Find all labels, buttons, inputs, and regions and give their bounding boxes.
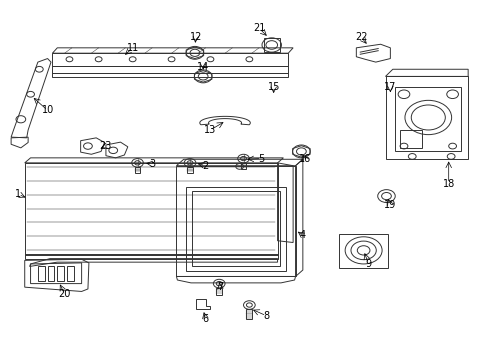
Text: 7: 7 [217,282,223,292]
Text: 8: 8 [263,311,269,321]
Text: 21: 21 [252,23,264,33]
Text: 16: 16 [299,154,311,163]
Text: 20: 20 [58,289,71,299]
Text: 4: 4 [299,230,305,240]
Text: 23: 23 [100,141,112,151]
Text: 17: 17 [384,82,396,92]
Text: 3: 3 [149,159,155,169]
Text: 11: 11 [126,43,139,53]
Text: 15: 15 [267,82,279,92]
Text: 22: 22 [354,32,366,42]
Text: 14: 14 [197,63,209,72]
Text: 2: 2 [202,161,208,171]
Text: 5: 5 [258,154,264,163]
Text: 19: 19 [384,200,396,210]
Text: 6: 6 [202,314,208,324]
Text: 18: 18 [442,179,454,189]
Text: 10: 10 [41,105,54,115]
Text: 13: 13 [204,125,216,135]
Text: 1: 1 [15,189,21,199]
Text: 12: 12 [189,32,202,42]
Text: 9: 9 [365,259,371,269]
